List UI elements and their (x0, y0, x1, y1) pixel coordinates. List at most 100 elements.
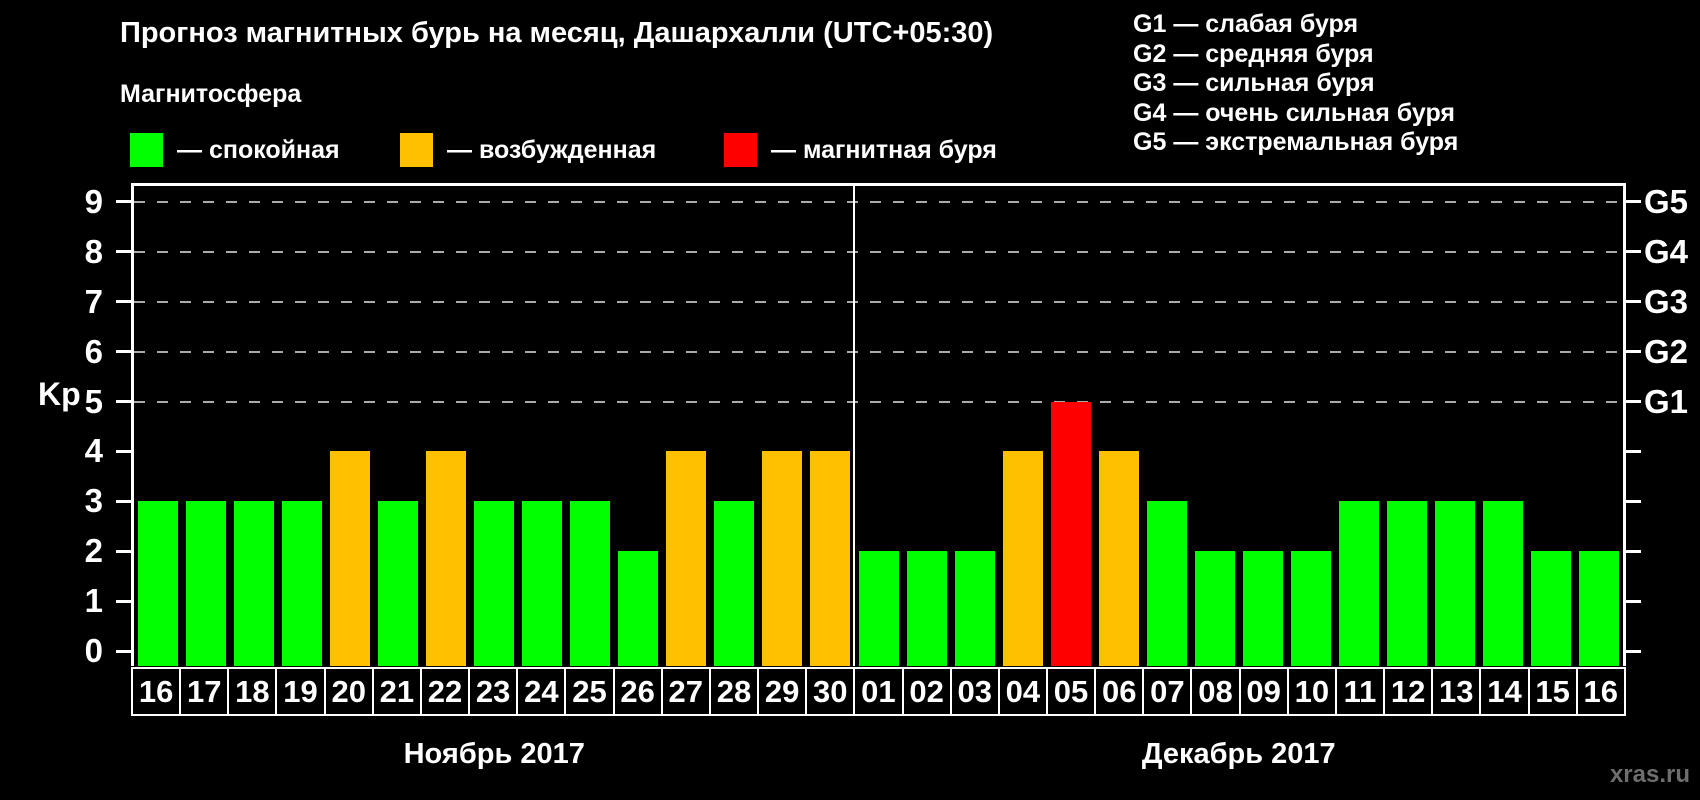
date-cell: 27 (660, 667, 711, 716)
date-cell: 17 (179, 667, 230, 716)
date-cell: 03 (949, 667, 1000, 716)
g-legend-item: G2 — средняя буря (1133, 40, 1458, 70)
g-legend-item: G4 — очень сильная буря (1133, 99, 1458, 129)
gridline-kp8 (134, 250, 1623, 253)
kp-bar (1578, 551, 1619, 666)
kp-tick-left (116, 549, 131, 553)
g-axis-label: G4 (1644, 232, 1689, 270)
date-axis: 16 17 18 19 20 21 22 23 24 25 26 27 28 29 30 01 02 03 04 05… (131, 667, 1626, 716)
kp-bar (906, 551, 947, 666)
kp-bar (234, 501, 275, 666)
kp-bar (1194, 551, 1235, 666)
kp-tick-left (116, 649, 131, 653)
date-cell: 07 (1142, 667, 1193, 716)
gridline-kp7 (134, 300, 1623, 303)
g-description: экстремальная буря (1205, 128, 1459, 157)
date-cell: 19 (275, 667, 326, 716)
watermark: xras.ru (1609, 761, 1690, 788)
kp-bar (1146, 501, 1187, 666)
g-axis-labels: G5 G4 G3 G2 G1 (1644, 185, 1700, 666)
kp-tick-right (1626, 250, 1641, 254)
g-separator: — (1173, 69, 1199, 98)
kp-bar (858, 551, 899, 666)
kp-bar (1482, 501, 1523, 666)
chart-title: Прогноз магнитных бурь на месяц, Дашарха… (120, 17, 994, 49)
kp-bar (1290, 551, 1331, 666)
gridline-kp6 (134, 350, 1623, 353)
kp-tick-label: 3 (84, 482, 103, 520)
kp-tick-label: 7 (84, 282, 103, 320)
date-cell: 21 (371, 667, 422, 716)
g-description: слабая буря (1205, 10, 1359, 38)
kp-tick-label: 4 (84, 432, 103, 470)
date-cell: 11 (1334, 667, 1386, 716)
g-description: средняя буря (1205, 39, 1374, 68)
kp-bar (1098, 451, 1139, 666)
kp-bar (1386, 501, 1427, 666)
kp-bar (330, 451, 371, 666)
kp-bar (570, 501, 611, 666)
g-description: сильная буря (1205, 69, 1375, 98)
kp-bar (810, 451, 851, 666)
g-axis-label: G2 (1644, 332, 1689, 370)
g-description: очень сильная буря (1205, 98, 1456, 127)
legend-item-storm: — магнитная буря (724, 133, 997, 167)
legend-label: — возбужденная (447, 135, 657, 164)
date-cell: 16 (131, 667, 182, 716)
kp-bar (1050, 401, 1091, 666)
gridline-kp5 (134, 400, 1623, 403)
kp-tick-left (116, 400, 131, 404)
kp-tick-right (1626, 400, 1641, 404)
kp-tick-right (1626, 350, 1641, 354)
g-code: G5 (1133, 128, 1167, 157)
date-cell: 20 (323, 667, 374, 716)
kp-bar (1338, 501, 1379, 666)
kp-tick-label: 6 (84, 332, 103, 370)
kp-bar (954, 551, 995, 666)
g-legend-item: G1 — слабая буря (1133, 10, 1458, 40)
kp-bar (138, 501, 179, 666)
kp-bar (1242, 551, 1283, 666)
kp-bar (1434, 501, 1475, 666)
kp-bar (186, 501, 227, 666)
date-cell: 26 (612, 667, 663, 716)
kp-tick-right (1626, 200, 1641, 204)
kp-tick-left (116, 300, 131, 304)
legend-label: — спокойная (177, 135, 340, 164)
date-cell: 22 (419, 667, 471, 716)
kp-bar (1530, 551, 1571, 666)
legend-label: — магнитная буря (771, 135, 997, 164)
kp-tick-left (116, 599, 131, 603)
g-code: G4 (1133, 98, 1167, 127)
kp-axis-labels: 0 1 2 3 4 5 6 7 8 9 (0, 183, 116, 668)
date-cell: 23 (468, 667, 519, 716)
kp-bar (714, 501, 755, 666)
kp-tick-right (1626, 449, 1641, 453)
g-separator: — (1173, 128, 1199, 157)
date-cell: 13 (1431, 667, 1482, 716)
kp-tick-right (1626, 649, 1641, 653)
kp-tick-left (116, 250, 131, 254)
date-cell: 24 (516, 667, 567, 716)
kp-tick-left (116, 350, 131, 354)
kp-tick-left (116, 200, 131, 204)
date-cell: 12 (1383, 667, 1434, 716)
kp-bar (1002, 451, 1043, 666)
legend-item-quiet: — спокойная (130, 133, 340, 167)
month-label: Декабрь 2017 (1141, 738, 1336, 770)
g-code: G1 (1133, 10, 1167, 38)
date-cell: 04 (997, 667, 1048, 716)
magnetosphere-heading: Магнитосфера (120, 80, 302, 108)
plot-area (116, 183, 1641, 666)
legend-swatch-storm (724, 133, 757, 167)
kp-tick-label: 9 (84, 183, 103, 220)
kp-bar (666, 451, 707, 666)
kp-tick-label: 2 (84, 532, 103, 570)
date-cell: 01 (853, 667, 904, 716)
kp-bar (522, 501, 563, 666)
date-cell: 09 (1238, 667, 1289, 716)
kp-bar (378, 501, 419, 666)
date-cell: 30 (805, 667, 856, 716)
kp-tick-label: 8 (84, 232, 103, 270)
kp-bar (474, 501, 515, 666)
